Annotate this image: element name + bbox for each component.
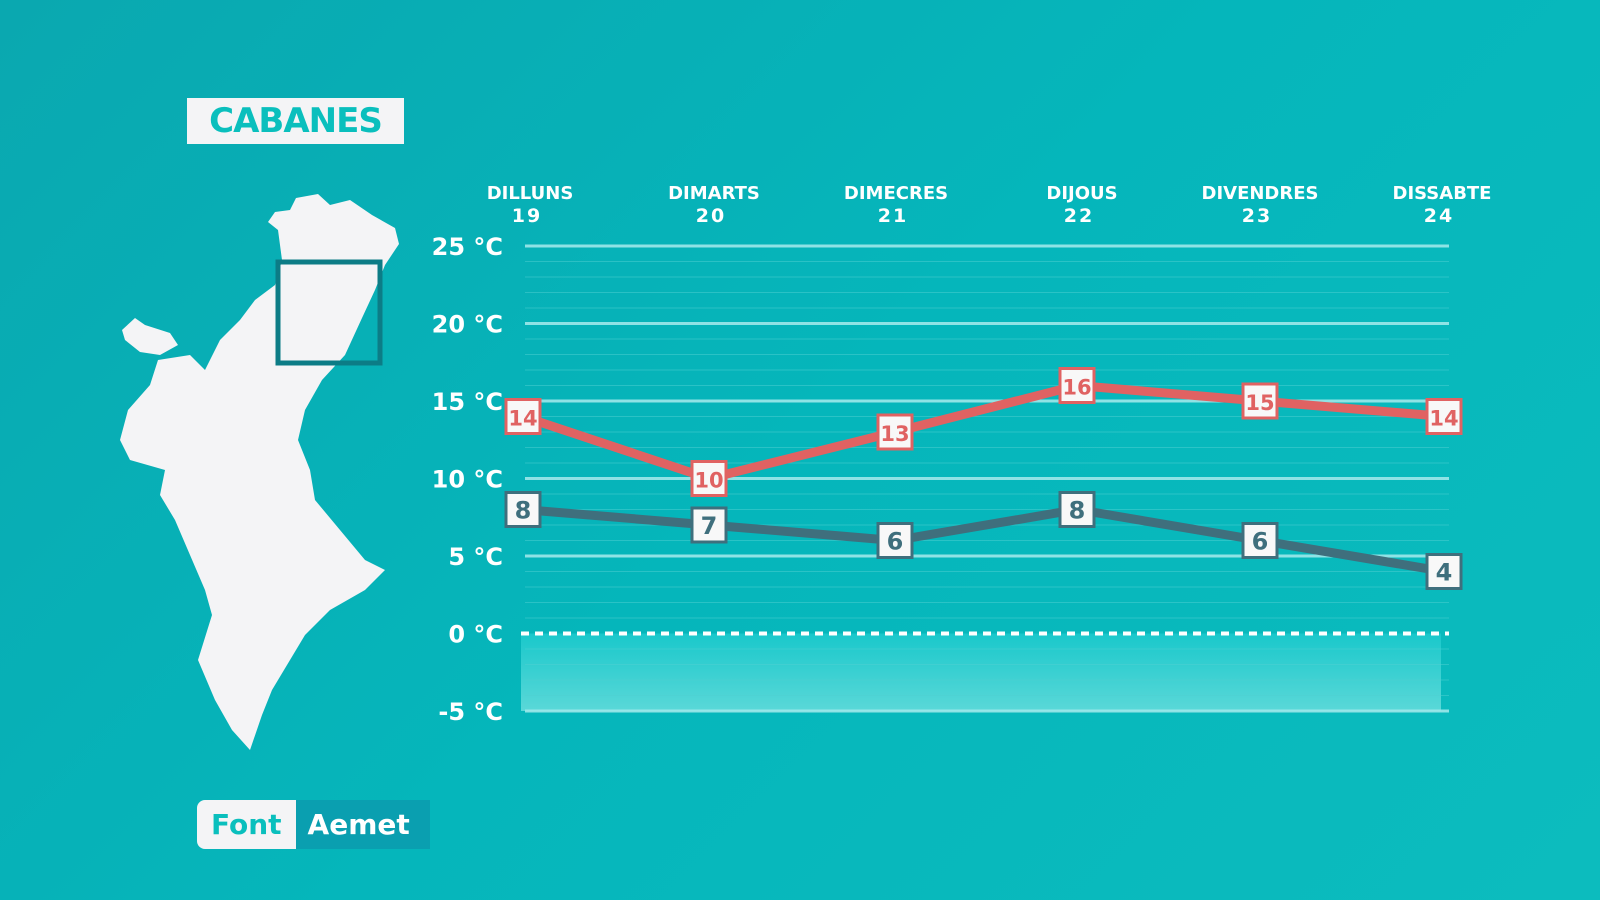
min-point-marker <box>1058 491 1096 528</box>
source-badge: Font Aemet <box>197 800 430 849</box>
min-point-marker <box>1425 553 1463 590</box>
day-label: DIMARTS <box>668 183 760 204</box>
valencia-map <box>120 194 399 750</box>
max-point-marker <box>876 413 914 451</box>
date-label: 20 <box>696 205 726 227</box>
min-point-marker <box>690 506 728 544</box>
date-label: 21 <box>878 205 908 227</box>
location-title: CABANES <box>187 98 404 144</box>
date-label: 22 <box>1064 205 1094 227</box>
location-name: CABANES <box>209 101 383 141</box>
y-tick-label: 15 °C <box>432 388 503 416</box>
source-value: Aemet <box>295 800 430 849</box>
max-temp-line <box>521 381 1445 483</box>
max-data-label: 15 <box>1245 391 1274 415</box>
date-label: 23 <box>1242 205 1272 227</box>
y-tick-label: 10 °C <box>432 466 503 494</box>
max-data-label: 13 <box>880 422 909 446</box>
min-data-label: 6 <box>1252 528 1269 556</box>
max-point-marker <box>1425 398 1463 435</box>
y-tick-label: 25 °C <box>432 233 503 261</box>
day-label: DIVENDRES <box>1202 183 1319 204</box>
max-data-label: 16 <box>1062 376 1091 400</box>
max-data-label: 10 <box>694 469 723 493</box>
date-label: 19 <box>512 205 542 227</box>
source-label: Font <box>197 800 296 849</box>
max-data-label: 14 <box>1429 407 1458 431</box>
y-tick-label: 0 °C <box>448 621 503 649</box>
min-data-label: 4 <box>1436 559 1453 587</box>
max-point-marker <box>504 398 542 435</box>
map-highlight-box <box>275 259 383 366</box>
day-label: DILLUNS <box>487 183 574 204</box>
min-data-label: 8 <box>1069 497 1086 525</box>
day-label: DIMECRES <box>844 183 948 204</box>
max-point-marker <box>690 460 728 497</box>
date-label: 24 <box>1424 205 1454 227</box>
min-point-marker <box>876 522 914 559</box>
min-point-marker <box>1241 522 1279 559</box>
day-label: DIJOUS <box>1046 183 1117 204</box>
min-point-marker <box>504 491 542 528</box>
y-tick-label: 5 °C <box>448 543 503 571</box>
min-temp-line <box>522 505 1445 576</box>
y-tick-label: 20 °C <box>432 311 503 339</box>
min-data-label: 6 <box>887 528 904 556</box>
y-tick-label: -5 °C <box>438 698 503 726</box>
min-data-label: 7 <box>701 512 718 540</box>
max-point-marker <box>1058 367 1096 404</box>
negative-zone <box>521 633 1441 711</box>
min-data-label: 8 <box>515 497 532 525</box>
max-point-marker <box>1241 382 1279 420</box>
max-data-label: 14 <box>508 407 537 431</box>
day-label: DISSABTE <box>1393 183 1492 204</box>
